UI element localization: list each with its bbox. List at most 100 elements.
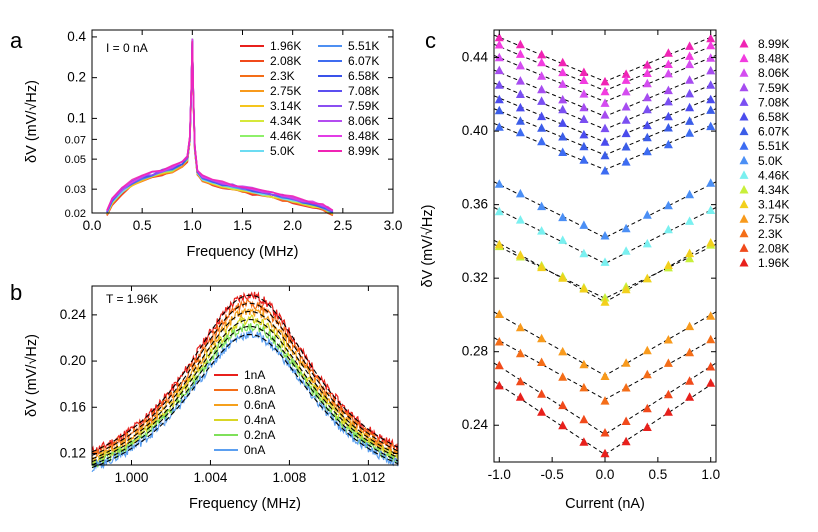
legend-label-c: 4.34K (758, 183, 789, 197)
legend-label-b: 0.6nA (244, 398, 275, 412)
fit-line-0.8nA (91, 302, 399, 456)
data-point-2.3K (600, 396, 610, 405)
data-point-8.48K (515, 49, 525, 58)
data-point-7.59K (537, 84, 547, 94)
data-point-6.58K (558, 118, 568, 127)
data-point-7.59K (685, 75, 695, 84)
legend-label-a: 5.51K (348, 39, 379, 53)
x-tick-label-a: 2.0 (283, 218, 302, 233)
legend-label-a: 3.14K (270, 99, 301, 113)
legend-marker-c (739, 258, 749, 267)
legend-label-a: 5.0K (270, 144, 295, 158)
legend-label-c: 5.51K (758, 139, 789, 153)
data-point-2.3K (642, 369, 652, 379)
data-point-6.07K (600, 150, 610, 160)
data-point-5.0K (642, 210, 652, 219)
data-point-7.59K (494, 65, 504, 75)
data-point-3.14K (494, 239, 504, 249)
data-point-2.75K (600, 371, 610, 380)
fit-line-1.96K (493, 380, 717, 456)
data-point-1.96K (494, 380, 504, 390)
data-point-1.96K (685, 392, 695, 401)
data-point-6.07K (642, 132, 652, 142)
data-point-7.08K (579, 114, 589, 123)
data-point-2.08K (494, 360, 504, 370)
fit-line-2.3K (493, 337, 717, 401)
data-point-8.06K (494, 52, 504, 62)
data-point-5.51K (537, 136, 547, 146)
data-point-2.75K (537, 333, 547, 343)
legend-marker-c (739, 185, 749, 194)
data-point-2.3K (537, 357, 547, 366)
data-point-5.0K (685, 189, 695, 199)
legend-marker-c (739, 199, 749, 209)
panel-letter-b: b (10, 280, 22, 305)
data-point-7.08K (706, 80, 716, 89)
legend-label-a: 7.59K (348, 99, 379, 113)
data-point-2.3K (663, 358, 673, 367)
data-point-2.08K (621, 416, 631, 425)
data-point-2.3K (579, 382, 589, 392)
data-point-8.48K (494, 40, 504, 49)
x-tick-label-b: 1.000 (115, 470, 149, 485)
data-point-7.08K (558, 104, 568, 114)
legend-label-c: 4.46K (758, 168, 789, 182)
data-point-6.07K (663, 123, 673, 132)
data-point-4.34K (685, 253, 695, 263)
data-point-5.51K (663, 139, 673, 149)
legend-label-a: 4.46K (270, 129, 301, 143)
data-point-5.0K (621, 223, 631, 233)
data-point-6.58K (642, 120, 652, 130)
data-point-3.14K (537, 262, 547, 272)
data-point-8.99K (642, 60, 652, 69)
legend-label-b: 0.4nA (244, 413, 275, 427)
data-point-8.48K (663, 59, 673, 68)
data-point-2.08K (642, 403, 652, 413)
data-point-4.46K (663, 224, 673, 234)
legend-label-c: 3.14K (758, 198, 789, 212)
data-point-4.46K (600, 257, 610, 266)
legend-label-a: 8.99K (348, 144, 379, 158)
data-point-3.14K (706, 238, 716, 247)
legend-label-a: 4.34K (270, 114, 301, 128)
legend-label-a: 7.08K (348, 84, 379, 98)
data-point-5.0K (706, 178, 716, 187)
data-point-7.08K (515, 89, 525, 98)
fit-line-4.34K (493, 243, 717, 299)
data-point-8.99K (537, 49, 547, 59)
data-point-7.59K (558, 94, 568, 104)
data-point-8.48K (621, 75, 631, 84)
data-point-5.51K (642, 146, 652, 156)
legend-label-c: 6.07K (758, 125, 789, 139)
legend-marker-c (739, 68, 749, 77)
y-tick-label-c: 0.32 (462, 270, 488, 285)
data-point-8.99K (579, 67, 589, 76)
legend-label-a: 6.07K (348, 54, 379, 68)
x-tick-label-a: 2.5 (333, 218, 352, 233)
panel-b: 1.000 1.004 1.008 1.012 0.12 0.16 0.20 0.24 Freq… (24, 285, 399, 512)
legend-marker-c (739, 170, 749, 179)
data-point-6.07K (579, 141, 589, 151)
x-tick-label-b: 1.004 (194, 470, 228, 485)
panel-letter-a: a (10, 28, 23, 53)
data-point-8.99K (621, 69, 631, 78)
y-tick-label-c: 0.24 (462, 417, 489, 432)
data-point-1.96K (706, 378, 716, 387)
data-point-7.59K (706, 65, 716, 75)
data-point-3.14K (663, 260, 673, 269)
data-point-2.75K (706, 311, 716, 320)
data-point-7.08K (600, 123, 610, 133)
data-point-2.08K (515, 376, 525, 386)
x-tick-label-a: 0.0 (83, 218, 102, 233)
data-point-2.75K (663, 335, 673, 344)
data-point-2.75K (642, 345, 652, 355)
legend-label-c: 2.08K (758, 241, 789, 255)
data-point-6.58K (600, 137, 610, 146)
legend-marker-c (739, 243, 749, 252)
y-tick-label-a: 0.02 (65, 208, 86, 220)
data-point-6.07K (558, 132, 568, 141)
data-point-5.51K (621, 157, 631, 166)
data-point-5.51K (515, 127, 525, 137)
data-point-2.08K (663, 389, 673, 399)
